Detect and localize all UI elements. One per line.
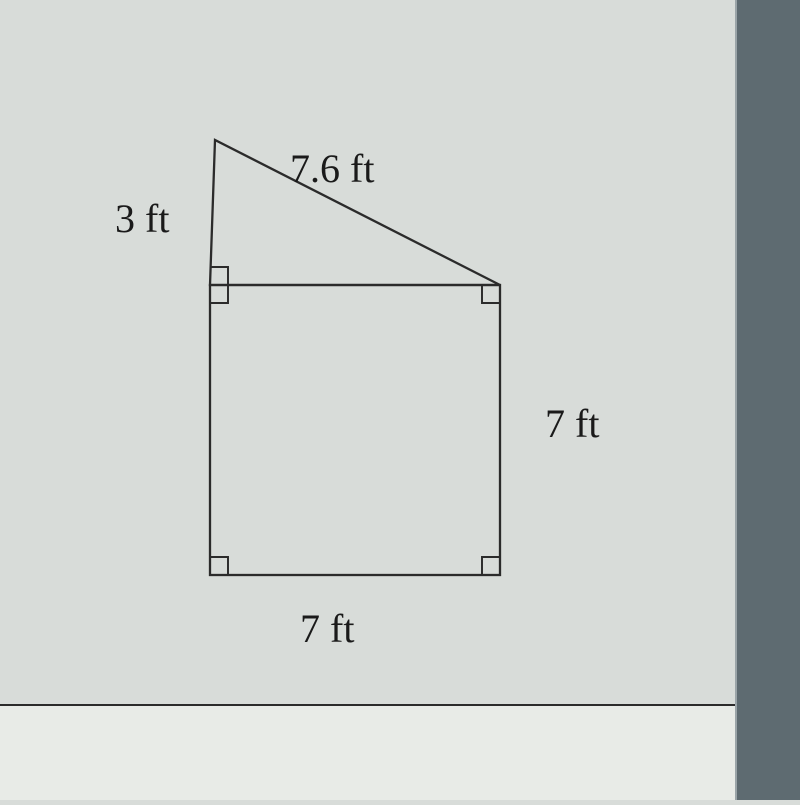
window-border-right bbox=[735, 0, 800, 800]
label-square-right: 7 ft bbox=[545, 400, 599, 447]
geometry-diagram bbox=[0, 0, 735, 705]
label-hypotenuse: 7.6 ft bbox=[290, 145, 374, 192]
label-square-bottom: 7 ft bbox=[300, 605, 354, 652]
figure-svg bbox=[0, 0, 735, 800]
label-triangle-left: 3 ft bbox=[115, 195, 169, 242]
